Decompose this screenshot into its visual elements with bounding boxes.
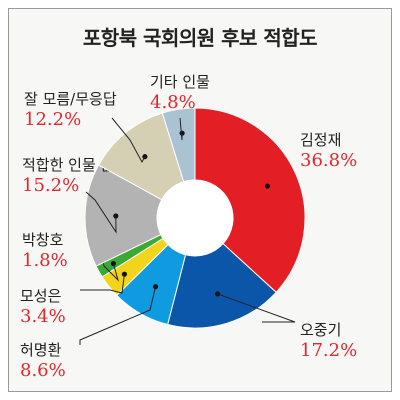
slice-label-4: 박창호 [22, 231, 64, 249]
chart-title: 포항북 국회의원 후보 적합도 [82, 26, 318, 50]
slice-value-0: 36.8% [300, 150, 357, 171]
leader-line-1 [217, 293, 296, 323]
slice-label-3: 모성은 [20, 287, 61, 305]
leader-line-6 [111, 117, 146, 164]
slice-label-2: 허명환 [20, 341, 62, 359]
slice-value-4: 1.8% [22, 250, 68, 271]
slice-label-6: 잘 모름/무응답 [24, 90, 117, 108]
slice-label-7: 기타 인물 [150, 73, 210, 91]
donut-hole [157, 180, 233, 256]
leader-line-3 [80, 274, 125, 294]
leader-line-2 [79, 286, 157, 345]
slice-label-1: 오중기 [300, 321, 341, 339]
slice-value-3: 3.4% [20, 306, 66, 327]
leader-line-5 [85, 191, 117, 234]
slice-value-1: 17.2% [300, 340, 357, 361]
slice-value-6: 12.2% [24, 109, 81, 130]
slice-marker-1 [214, 291, 221, 297]
slice-marker-5 [113, 213, 119, 219]
leader-line-7 [179, 117, 183, 141]
slice-label-0: 김정재 [300, 131, 341, 149]
slice-value-5: 15.2% [22, 175, 79, 196]
slice-marker-0 [264, 183, 271, 189]
slice-value-2: 8.6% [20, 360, 66, 381]
slice-value-7: 4.8% [150, 92, 196, 113]
